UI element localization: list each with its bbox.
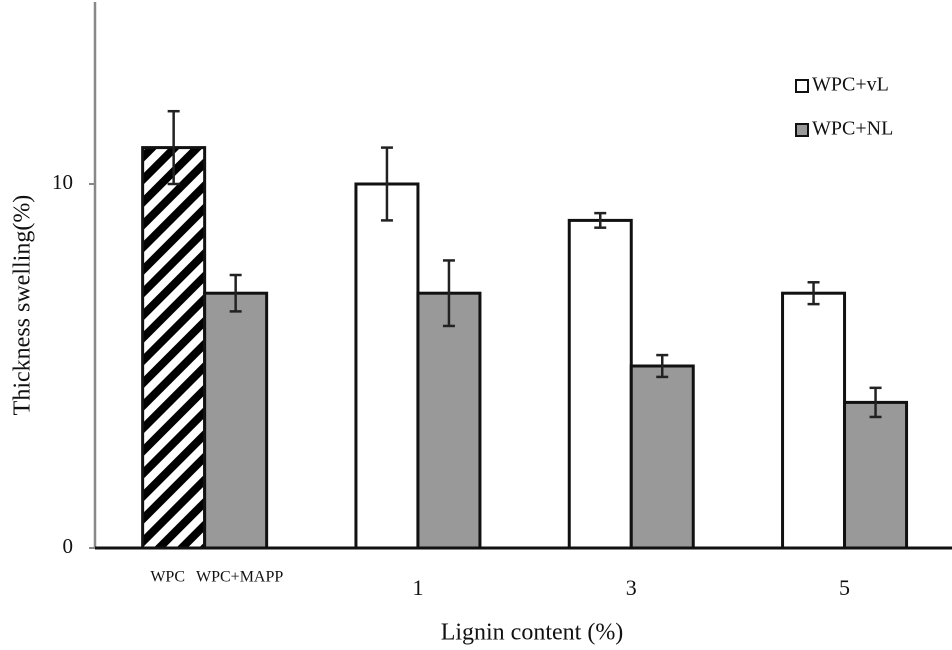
bar [203, 291, 269, 550]
x-tick-label: 3 [626, 575, 637, 600]
x-tick-label: 5 [839, 575, 850, 600]
error-bar [442, 259, 455, 328]
x-axis-title: Lignin content (%) [441, 620, 624, 646]
y-tick-label: 10 [52, 170, 73, 194]
bar [141, 146, 207, 550]
legend-swatch [795, 79, 809, 93]
error-bar [380, 146, 393, 222]
y-axis-title: Thickness swelling(%) [10, 195, 36, 416]
x-tick-label: WPC+MAPP [196, 569, 283, 586]
legend-label: WPC+NL [812, 118, 893, 140]
bar [781, 291, 847, 550]
error-bar [229, 273, 242, 313]
bar [629, 364, 695, 550]
x-tick-label: 1 [412, 575, 423, 600]
error-bar [807, 281, 820, 306]
bar [354, 182, 420, 550]
bar [416, 291, 482, 550]
legend-swatch [795, 123, 809, 137]
error-bar [594, 211, 607, 229]
bar [843, 400, 909, 550]
y-tick-label: 0 [63, 534, 74, 558]
bar [567, 218, 633, 550]
legend-label: WPC+vL [812, 74, 889, 96]
x-tick-label: WPC [150, 569, 185, 586]
error-bar [167, 109, 180, 186]
error-bar [869, 386, 882, 419]
error-bar [656, 353, 669, 379]
